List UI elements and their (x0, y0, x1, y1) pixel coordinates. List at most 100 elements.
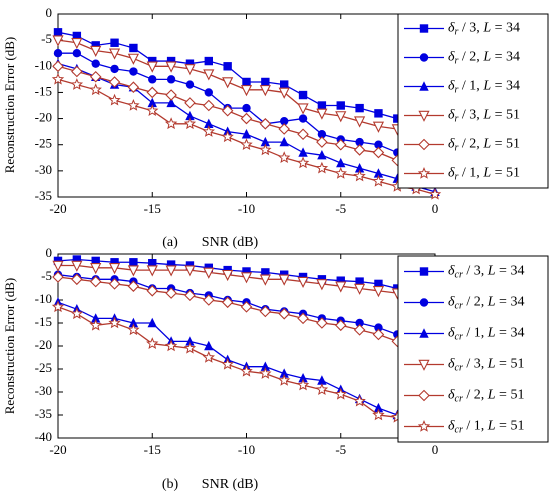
y-tick-label: 0 (46, 5, 53, 20)
legend-box (397, 13, 549, 189)
data-point (183, 341, 197, 354)
data-point (53, 28, 63, 37)
data-point (110, 38, 119, 47)
data-point (71, 38, 83, 50)
data-point (259, 274, 271, 286)
data-point (166, 75, 176, 84)
x-tick-label: -20 (49, 201, 66, 216)
legend-entry: δcr / 3, L = 51 (404, 357, 524, 374)
legend-entry: δcr / 2, L = 51 (404, 388, 524, 405)
data-point (355, 277, 364, 286)
data-point (148, 75, 157, 84)
panel-caption: (b) (162, 477, 179, 492)
data-point (90, 45, 102, 58)
data-point (72, 49, 82, 58)
data-point (297, 128, 309, 141)
data-point (53, 49, 63, 58)
legend-entry: δr / 3, L = 51 (404, 108, 520, 125)
data-point (110, 258, 119, 267)
data-point (297, 103, 309, 115)
data-point (91, 41, 100, 50)
y-tick-label: -25 (35, 136, 52, 151)
data-point (298, 90, 308, 100)
data-point (203, 99, 215, 112)
data-point (316, 108, 328, 120)
data-point (280, 80, 289, 89)
legend-entry: δr / 2, L = 34 (404, 50, 520, 67)
y-axis-title: Reconstruction Error (dB) (2, 37, 17, 173)
data-point (316, 317, 328, 329)
data-point (242, 77, 251, 87)
data-point (372, 408, 385, 421)
y-tick-label: -35 (35, 188, 52, 203)
data-point (202, 125, 215, 137)
data-point (164, 339, 178, 352)
data-point (259, 118, 272, 130)
chart-panel-b: -20 -15 -10 -5 0 0 -5 -10 -15 -20 -25 -30 -35 -40 Reco… (2, 245, 549, 492)
data-point (127, 323, 140, 336)
data-point (315, 383, 329, 395)
data-point (261, 77, 270, 87)
legend-marker (417, 167, 431, 179)
data-point (335, 281, 347, 293)
data-point (315, 161, 329, 174)
data-point (353, 324, 366, 336)
data-point (240, 272, 253, 284)
data-point (71, 65, 83, 78)
data-point (260, 136, 271, 147)
legend-label: δr / 3, L = 34 (448, 21, 520, 38)
legend-label: δcr / 1, L = 51 (448, 419, 524, 436)
y-tick-label: -20 (35, 337, 52, 352)
data-point (203, 267, 215, 279)
data-point (165, 61, 177, 73)
data-point (184, 289, 196, 302)
data-point (129, 67, 138, 76)
legend-label: δcr / 1, L = 34 (448, 326, 524, 343)
x-axis-title: SNR (dB) (202, 477, 259, 492)
data-point (148, 56, 157, 66)
data-point (240, 301, 253, 313)
legend-marker (418, 138, 430, 151)
data-point (354, 283, 366, 295)
data-point (298, 147, 308, 157)
data-point (127, 280, 140, 292)
data-point (242, 103, 251, 113)
legend-marker (418, 389, 430, 402)
y-tick-label: -5 (41, 268, 52, 283)
x-tick-label: -10 (238, 201, 255, 216)
data-point (336, 101, 345, 110)
data-point (166, 97, 176, 108)
data-point (355, 103, 364, 113)
data-point (164, 117, 178, 130)
series-line (53, 297, 440, 424)
data-point (108, 278, 121, 290)
data-point (89, 83, 102, 96)
data-point (72, 255, 82, 264)
data-point (221, 130, 234, 143)
x-tick-label: -15 (144, 201, 161, 216)
data-point (278, 123, 290, 135)
data-point (185, 110, 195, 121)
data-point (354, 116, 366, 128)
data-point (317, 375, 327, 385)
data-point (204, 340, 214, 351)
data-point (204, 88, 213, 97)
data-point (259, 305, 272, 318)
x-tick-label: -15 (144, 442, 161, 457)
legend-label: δcr / 3, L = 51 (448, 357, 524, 374)
data-point (165, 89, 177, 101)
data-point (89, 70, 102, 83)
legend-label: δcr / 2, L = 51 (448, 388, 524, 405)
legend: δr / 3, L = 34 δr / 2, L = 34 δr / 1, L = … (397, 13, 549, 189)
data-point (279, 368, 289, 378)
legend-label: δr / 3, L = 51 (448, 108, 520, 125)
data-point (221, 357, 234, 370)
legend-marker (419, 81, 429, 91)
data-point (185, 336, 195, 346)
y-tick-label: -40 (35, 429, 52, 444)
data-point (146, 86, 159, 99)
data-point (296, 156, 310, 169)
data-point (128, 317, 139, 328)
data-point (240, 364, 253, 377)
data-point (280, 116, 289, 126)
